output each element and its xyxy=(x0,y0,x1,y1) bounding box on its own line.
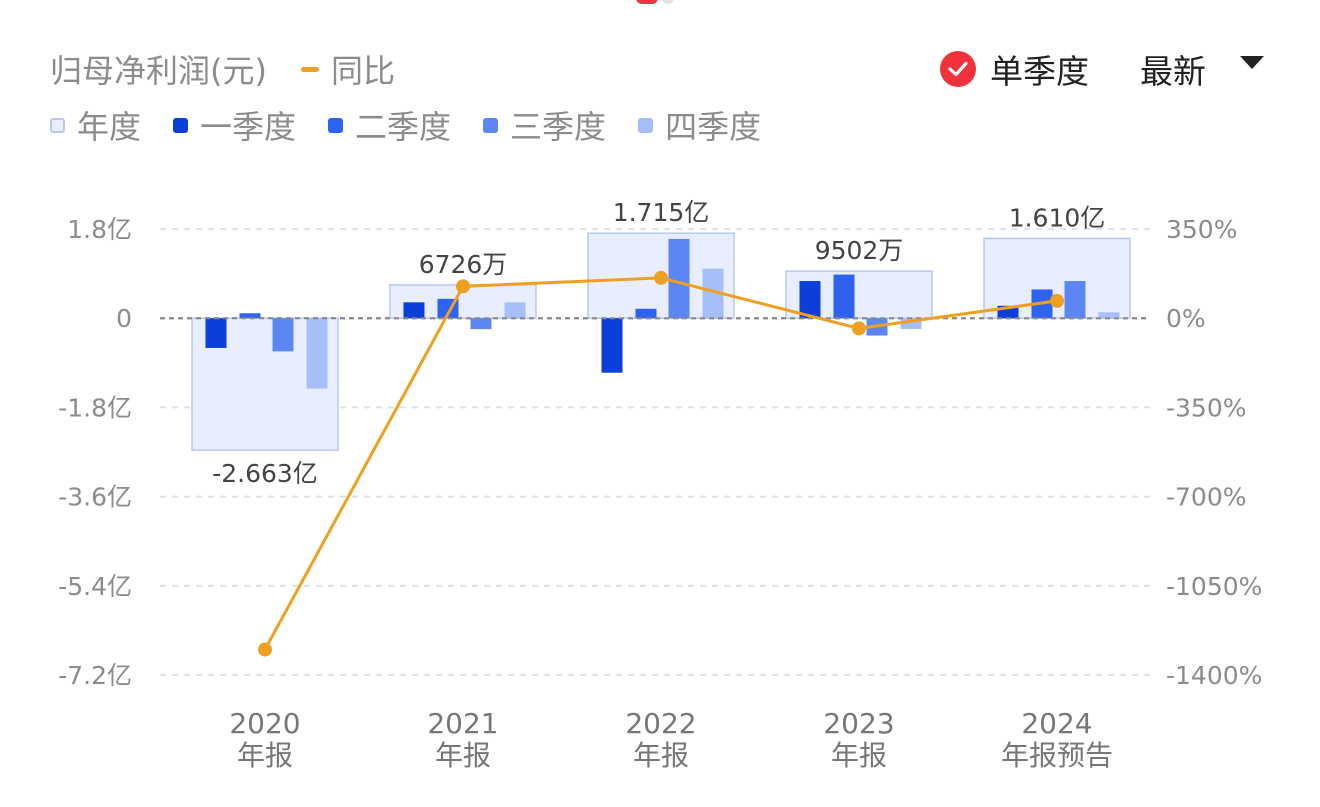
q3-bar xyxy=(668,238,690,319)
legend-item-q4[interactable]: 四季度 xyxy=(638,102,761,148)
legend-item-q1[interactable]: 一季度 xyxy=(173,102,296,148)
y-left-tick-label: -7.2亿 xyxy=(58,661,132,690)
q2-bar xyxy=(239,313,261,319)
legend-swatch-annual xyxy=(50,117,65,133)
x-axis-label: 年报预告 xyxy=(1001,739,1113,772)
q1-bar xyxy=(205,318,227,348)
q3-bar xyxy=(272,318,294,352)
x-axis-label: 2020 xyxy=(229,707,300,740)
yoy-point xyxy=(456,279,470,294)
chart-header: 归母净利润(元) 同比 xyxy=(50,48,395,90)
y-left-tick-label: 1.8亿 xyxy=(67,215,132,244)
q4-bar xyxy=(306,318,328,389)
single-quarter-toggle[interactable]: 单季度 xyxy=(940,48,1089,91)
page-indicator-inactive xyxy=(662,0,674,4)
annual-data-label: 6726万 xyxy=(419,250,508,279)
legend-label-q1: 一季度 xyxy=(200,108,297,146)
q4-bar xyxy=(1098,312,1120,319)
legend-swatch-q3 xyxy=(483,117,499,133)
y-right-tick-label: 0% xyxy=(1166,304,1206,333)
q4-bar xyxy=(900,318,922,330)
q1-bar xyxy=(799,281,821,319)
q1-bar xyxy=(601,318,623,373)
q3-bar xyxy=(470,318,492,330)
annual-data-label: 1.610亿 xyxy=(1009,203,1106,232)
triangle-down-icon xyxy=(1240,55,1264,69)
legend-item-annual[interactable]: 年度 xyxy=(50,102,141,148)
x-axis-label: 年报 xyxy=(831,739,887,772)
y-left-tick-label: -1.8亿 xyxy=(58,393,132,422)
annual-data-label: -2.663亿 xyxy=(212,459,318,488)
x-axis-label: 2021 xyxy=(427,707,498,740)
yoy-line xyxy=(263,276,1058,651)
x-axis-label: 年报 xyxy=(435,739,491,772)
legend-swatch-q4 xyxy=(638,117,654,133)
legend-label-q2: 二季度 xyxy=(355,108,452,146)
y-right-tick-label: -700% xyxy=(1166,483,1247,512)
q2-bar xyxy=(833,274,855,319)
metric-title: 归母净利润(元) xyxy=(50,52,267,90)
x-axis-label: 2023 xyxy=(823,707,894,740)
yoy-point xyxy=(1050,293,1064,308)
legend-label-q4: 四季度 xyxy=(665,108,762,146)
x-axis-label: 年报 xyxy=(633,739,689,772)
yoy-legend-label: 同比 xyxy=(330,52,395,90)
q3-bar xyxy=(1064,281,1086,319)
x-axis-label: 2022 xyxy=(625,707,696,740)
q1-bar xyxy=(403,302,425,319)
yoy-legend-marker xyxy=(300,66,319,72)
legend-label-q3: 三季度 xyxy=(510,108,607,146)
period-dropdown[interactable]: 最新 xyxy=(1140,48,1264,91)
page-indicator-active xyxy=(636,0,658,4)
annual-data-label: 9502万 xyxy=(815,236,904,265)
page-indicator xyxy=(636,0,674,4)
x-axis-label: 年报 xyxy=(237,739,293,772)
check-icon xyxy=(940,51,976,87)
y-right-tick-label: -1050% xyxy=(1166,572,1262,601)
y-right-tick-label: -350% xyxy=(1166,393,1247,422)
q4-bar xyxy=(702,268,724,319)
legend-swatch-q1 xyxy=(173,117,189,133)
legend-item-q3[interactable]: 三季度 xyxy=(483,102,606,148)
legend-swatch-q2 xyxy=(328,117,344,133)
single-quarter-label: 单季度 xyxy=(990,52,1089,91)
q4-bar xyxy=(504,302,526,319)
y-right-tick-label: 350% xyxy=(1166,215,1237,244)
x-axis-label: 2024 xyxy=(1021,707,1092,740)
annual-data-label: 1.715亿 xyxy=(613,198,710,227)
legend-item-q2[interactable]: 二季度 xyxy=(328,102,451,148)
y-right-tick-label: -1400% xyxy=(1166,661,1262,690)
y-left-tick-label: -3.6亿 xyxy=(58,483,132,512)
yoy-point xyxy=(654,270,668,285)
yoy-point xyxy=(852,321,866,336)
y-left-tick-label: -5.4亿 xyxy=(58,572,132,601)
chart-legend: 年度 一季度 二季度 三季度 四季度 xyxy=(50,104,793,146)
q2-bar xyxy=(635,308,657,319)
yoy-point xyxy=(258,642,272,657)
y-left-tick-label: 0 xyxy=(116,304,132,333)
legend-label-annual: 年度 xyxy=(77,108,142,146)
period-dropdown-label: 最新 xyxy=(1140,52,1206,91)
